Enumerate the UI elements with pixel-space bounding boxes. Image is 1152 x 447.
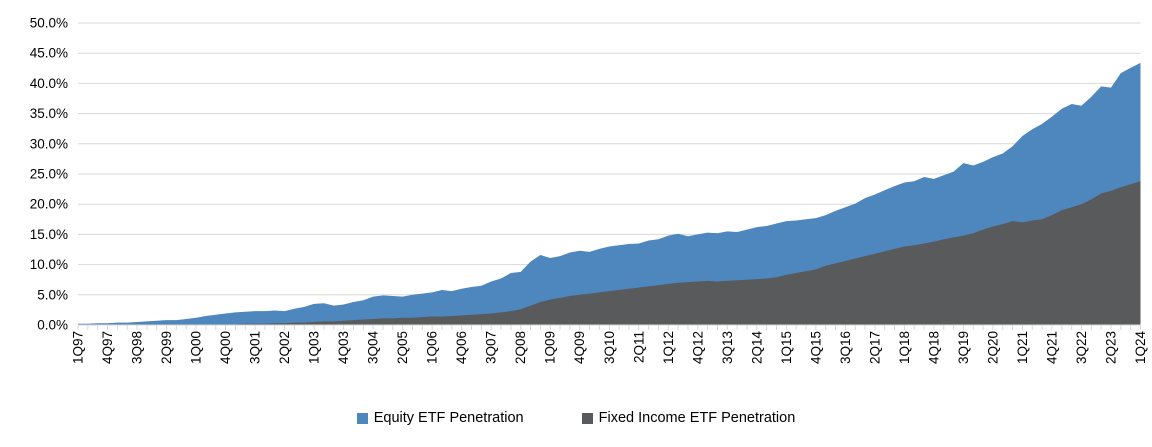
x-axis-tick-label: 1Q97 (71, 331, 86, 364)
x-axis-tick-label: 4Q00 (218, 331, 233, 364)
x-axis-tick-label: 3Q04 (366, 331, 381, 365)
x-axis-tick-label: 3Q98 (130, 331, 145, 364)
x-axis-tick-label: 2Q05 (395, 331, 410, 364)
x-axis-tick-label: 2Q99 (159, 331, 174, 364)
x-axis-tick-label: 1Q03 (307, 331, 322, 364)
y-axis-tick-label: 45.0% (30, 46, 68, 61)
x-axis-tick-label: 4Q09 (572, 331, 587, 364)
x-axis-tick-label: 2Q02 (277, 331, 292, 364)
x-axis-tick-label: 2Q08 (513, 331, 528, 364)
y-axis-tick-label: 35.0% (30, 106, 68, 121)
x-axis-tick-label: 1Q24 (1133, 331, 1148, 365)
y-axis-tick-label: 25.0% (30, 167, 68, 182)
y-axis-tick-label: 20.0% (30, 197, 68, 212)
legend-label-fixed-income: Fixed Income ETF Penetration (598, 410, 796, 426)
chart-legend: Equity ETF Penetration Fixed Income ETF … (0, 403, 1152, 433)
y-axis-tick-label: 15.0% (30, 227, 68, 242)
x-axis-tick-label: 1Q12 (661, 331, 676, 364)
y-axis-tick-label: 0.0% (37, 318, 68, 333)
x-axis-tick-label: 4Q12 (690, 331, 705, 364)
legend-swatch-fixed-income (581, 412, 593, 424)
legend-item-fixed-income: Fixed Income ETF Penetration (581, 410, 796, 426)
x-axis-tick-label: 2Q20 (985, 331, 1000, 364)
legend-label-equity: Equity ETF Penetration (373, 410, 524, 426)
x-axis-tick-label: 3Q10 (602, 331, 617, 364)
x-axis-tick-label: 3Q01 (248, 331, 263, 364)
y-axis-tick-label: 40.0% (30, 76, 68, 91)
x-axis-tick-label: 3Q13 (720, 331, 735, 364)
legend-item-equity: Equity ETF Penetration (356, 410, 524, 426)
x-axis-tick-label: 4Q97 (100, 331, 115, 364)
x-axis-tick-label: 1Q21 (1015, 331, 1030, 364)
x-axis-tick-label: 3Q22 (1074, 331, 1089, 364)
x-axis-tick-label: 4Q21 (1044, 331, 1059, 364)
x-axis-tick-label: 1Q06 (425, 331, 440, 364)
area-series (78, 181, 1141, 325)
x-axis-tick-label: 2Q11 (631, 331, 646, 363)
y-axis-tick-label: 10.0% (30, 257, 68, 272)
x-axis-tick-label: 4Q06 (454, 331, 469, 364)
x-axis-tick-label: 1Q18 (897, 331, 912, 364)
x-axis-tick-label: 1Q00 (189, 331, 204, 364)
x-axis-tick-label: 3Q16 (838, 331, 853, 364)
y-axis-tick-label: 30.0% (30, 136, 68, 151)
y-axis-tick-label: 5.0% (37, 287, 68, 302)
area-chart-plot: 50.0% 45.0% 40.0% 35.0% 30.0% 25.0% 20.0% 15.0%… (30, 16, 1148, 365)
x-axis-tick-label: 1Q09 (543, 331, 558, 364)
x-axis-tick-label: 2Q23 (1103, 331, 1118, 364)
x-axis-tick-label: 1Q15 (779, 331, 794, 364)
legend-swatch-equity (356, 412, 368, 424)
x-axis-tick-label: 3Q19 (956, 331, 971, 364)
y-axis-tick-label: 50.0% (30, 16, 68, 31)
x-axis-tick-label: 2Q14 (749, 331, 764, 365)
x-axis-tick-label: 3Q07 (484, 331, 499, 364)
x-axis-tick-label: 2Q17 (867, 331, 882, 364)
x-axis-tick-label: 4Q15 (808, 331, 823, 364)
x-axis-tick-label: 4Q18 (926, 331, 941, 364)
x-axis-tick-label: 4Q03 (336, 331, 351, 364)
